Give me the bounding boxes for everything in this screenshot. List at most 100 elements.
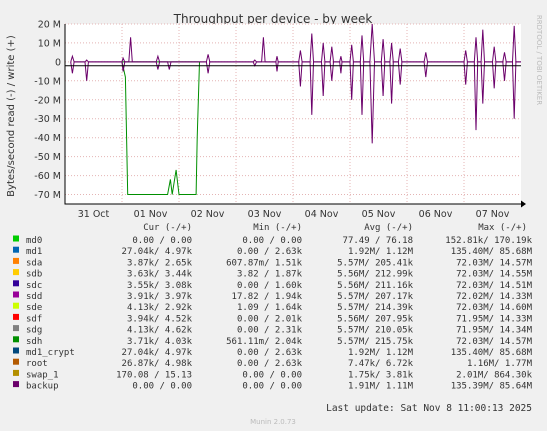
x-axis-arrow [521, 200, 526, 208]
legend-cur-sdc: 3.55k/ 3.08k [127, 281, 193, 291]
legend-avg-swap_1: 1.75k/ 3.81k [348, 370, 414, 380]
legend-name-sdb: sdb [26, 270, 42, 280]
legend-min-sdb: 3.82 / 1.87k [237, 270, 303, 280]
legend-name-backup: backup [26, 382, 59, 392]
legend-name-md0: md0 [26, 236, 42, 246]
legend-name-sdh: sdh [26, 337, 42, 347]
y-axis-label: Bytes/second read (-) / write (+) [6, 35, 17, 197]
legend-min-sdd: 17.82 / 1.94k [232, 292, 303, 302]
legend-swatch-root [13, 358, 19, 365]
series-layer [70, 23, 521, 195]
legend-avg-sdg: 5.57M/ 210.05k [337, 326, 413, 336]
legend-min-sdc: 0.00 / 1.60k [237, 281, 303, 291]
legend-header-cur: Cur (-/+) [143, 223, 192, 233]
legend-max-sdb: 72.03M/ 14.55M [456, 270, 532, 280]
legend-cur-backup: 0.00 / 0.00 [132, 382, 192, 392]
legend-max-md0: 152.81k/ 170.19k [445, 236, 532, 246]
legend-swatch-backup [13, 381, 19, 388]
legend-max-sdh: 72.03M/ 14.57M [456, 337, 532, 347]
legend-swatch-sdc [13, 280, 19, 287]
x-tick-labels: 31 Oct 01 Nov 02 Nov 03 Nov 04 Nov 05 Nov 06 N… [78, 209, 510, 220]
legend-cur-sdb: 3.63k/ 3.44k [127, 270, 193, 280]
munin-footer: Munin 2.0.73 [250, 418, 296, 426]
legend-header-max: Max (-/+) [478, 223, 527, 233]
y-tick-label-6: -40 M [34, 133, 61, 144]
legend-swatch-sdf [13, 313, 19, 320]
legend-name-swap_1: swap_1 [26, 370, 59, 380]
legend-name-sdg: sdg [26, 326, 42, 336]
legend-swatch-md0 [13, 235, 19, 242]
x-tick-label-6: 06 Nov [419, 209, 453, 220]
legend-max-root: 1.16M/ 1.77M [467, 359, 533, 369]
y-tick-label-1: 10 M [38, 38, 61, 49]
legend-cur-root: 26.87k/ 4.98k [122, 359, 193, 369]
legend-avg-sdb: 5.56M/ 212.99k [337, 270, 413, 280]
legend-cur-sdd: 3.91k/ 3.97k [127, 292, 193, 302]
legend-avg-md0: 77.49 / 76.18 [343, 236, 413, 246]
legend-name-sde: sde [26, 303, 42, 313]
x-tick-label-2: 02 Nov [191, 209, 225, 220]
legend-name-sda: sda [26, 258, 42, 268]
legend-name-sdd: sdd [26, 292, 42, 302]
legend-min-swap_1: 0.00 / 0.00 [242, 370, 302, 380]
legend-swatch-sdg [13, 325, 19, 332]
legend-name-md1: md1 [26, 247, 42, 257]
legend-name-md1_crypt: md1_crypt [26, 348, 75, 358]
legend-cur-sdg: 4.13k/ 4.62k [127, 326, 193, 336]
legend-cur-sda: 3.87k/ 2.65k [127, 258, 193, 268]
legend-swatch-sde [13, 302, 19, 309]
legend-swatch-sdh [13, 336, 19, 343]
legend-min-root: 0.00 / 2.63k [237, 359, 303, 369]
legend-max-md1: 135.40M/ 85.68M [451, 247, 533, 257]
legend-name-sdf: sdf [26, 314, 42, 324]
x-tick-label-5: 05 Nov [362, 209, 396, 220]
series-line-sdh-read [121, 61, 200, 195]
plot-frame [64, 24, 521, 205]
legend-header-avg: Avg (-/+) [364, 223, 413, 233]
grid [65, 23, 521, 204]
legend-avg-sdf: 5.56M/ 207.95k [337, 314, 413, 324]
legend-cur-swap_1: 170.08 / 15.13 [116, 370, 192, 380]
legend-max-md1_crypt: 135.40M/ 85.68M [451, 348, 533, 358]
legend: Cur (-/+) Min (-/+) Avg (-/+) Max (-/+) … [13, 223, 533, 392]
legend-min-sda: 607.87m/ 1.51k [226, 258, 302, 268]
legend-avg-backup: 1.91M/ 1.11M [348, 382, 414, 392]
legend-min-sdf: 0.00 / 2.01k [237, 314, 303, 324]
legend-cur-sde: 4.13k/ 2.92k [127, 303, 193, 313]
legend-avg-sda: 5.57M/ 205.41k [337, 258, 413, 268]
legend-min-md1_crypt: 0.00 / 2.63k [237, 348, 303, 358]
x-tick-label-4: 04 Nov [305, 209, 339, 220]
legend-min-sdh: 561.11m/ 2.04k [226, 337, 302, 347]
series-line-backup-write [70, 23, 521, 63]
legend-cur-md1_crypt: 27.04k/ 4.97k [122, 348, 193, 358]
rrdtool-credit: RRDTOOL / TOBI OETIKER [535, 15, 543, 105]
legend-max-sdd: 72.02M/ 14.33M [456, 292, 532, 302]
legend-max-sda: 72.03M/ 14.57M [456, 258, 532, 268]
legend-rows: md0 0.00 / 0.00 0.00 / 0.00 77.49 / 76.18 15… [13, 235, 533, 392]
legend-cur-sdf: 3.94k/ 4.52k [127, 314, 193, 324]
x-tick-label-3: 03 Nov [248, 209, 282, 220]
legend-avg-md1_crypt: 1.92M/ 1.12M [348, 348, 414, 358]
x-tick-label-1: 01 Nov [134, 209, 168, 220]
legend-max-sdf: 71.95M/ 14.33M [456, 314, 532, 324]
chart-title: Throughput per device - by week [173, 12, 373, 26]
legend-min-backup: 0.00 / 0.00 [242, 382, 302, 392]
y-tick-label-3: -10 M [34, 76, 61, 87]
legend-swatch-sdb [13, 269, 19, 276]
y-tick-label-7: -50 M [34, 152, 61, 163]
last-update: Last update: Sat Nov 8 11:00:13 2025 [326, 403, 532, 414]
legend-avg-root: 7.47k/ 6.72k [348, 359, 414, 369]
legend-name-root: root [26, 359, 48, 369]
legend-min-sdg: 0.00 / 2.31k [237, 326, 303, 336]
legend-avg-sdd: 5.57M/ 207.17k [337, 292, 413, 302]
legend-name-sdc: sdc [26, 281, 42, 291]
legend-swatch-md1_crypt [13, 347, 19, 354]
y-tick-label-0: 20 M [38, 20, 61, 31]
legend-min-md0: 0.00 / 0.00 [242, 236, 302, 246]
x-tick-label-7: 07 Nov [476, 209, 510, 220]
x-tick-label-0: 31 Oct [78, 209, 110, 220]
y-tick-label-2: 0 [55, 57, 61, 68]
y-tick-label-9: -70 M [34, 190, 61, 201]
legend-max-swap_1: 2.01M/ 864.30k [456, 370, 532, 380]
